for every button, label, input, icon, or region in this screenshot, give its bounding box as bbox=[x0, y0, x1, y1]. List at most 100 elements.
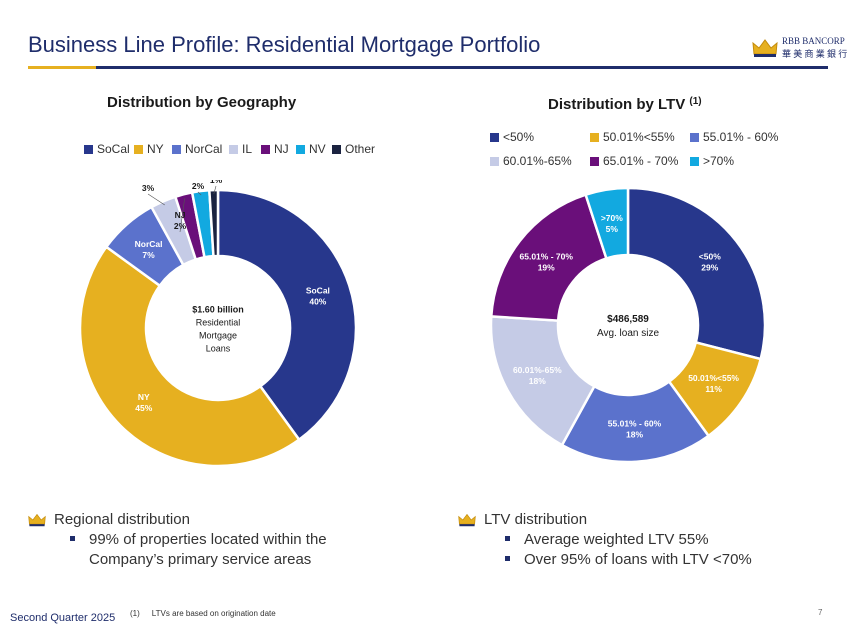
logo-name: RBB BANCORP bbox=[782, 36, 845, 46]
legend-swatch bbox=[296, 144, 305, 154]
geo-leader-line bbox=[213, 185, 217, 195]
geo-legend-item-other: Other bbox=[332, 142, 375, 156]
legend-label: 50.01%<55% bbox=[603, 130, 675, 144]
ltv-slice-70 bbox=[584, 186, 630, 261]
ltv-data-label-50-01-55: 50.01%<55% 11% bbox=[688, 373, 739, 394]
crown-bullet-icon bbox=[458, 513, 476, 526]
ltv-data-label-60-01-65: 60.01%-65% 18% bbox=[513, 365, 562, 386]
ltv-chart-title-footnote: (1) bbox=[689, 96, 702, 107]
geo-center-label: $1.60 billion Residential Mortgage Loans bbox=[192, 305, 244, 354]
ltv-distribution-label: LTV distribution bbox=[484, 511, 588, 528]
geo-data-label-il: IL3% bbox=[142, 180, 155, 193]
regional-distribution-heading: Regional distribution bbox=[28, 511, 190, 528]
legend-label: NY bbox=[147, 142, 164, 156]
ltv-bullet-2: Over 95% of loans with LTV <70% bbox=[505, 551, 752, 568]
geo-data-label-ny: NY 45% bbox=[135, 392, 152, 413]
page-number: 7 bbox=[818, 608, 823, 617]
legend-label: IL bbox=[242, 142, 253, 156]
footnote: (1) LTVs are based on origination date bbox=[130, 609, 288, 618]
geo-legend-item-ny: NY bbox=[134, 142, 164, 156]
ltv-chart-title: Distribution by LTV (1) bbox=[548, 96, 702, 113]
ltv-legend-item-55-01-60: 55.01% - 60% bbox=[690, 130, 778, 144]
square-bullet-icon bbox=[505, 535, 510, 541]
square-bullet-icon bbox=[505, 555, 510, 561]
legend-label: 55.01% - 60% bbox=[703, 130, 779, 144]
ltv-legend-item-65-01-70: 65.01% - 70% bbox=[590, 154, 678, 168]
ltv-distribution-heading: LTV distribution bbox=[458, 511, 587, 528]
ltv-legend-item-60-01-65: 60.01%-65% bbox=[490, 154, 572, 168]
ltv-bullet-1-text: Average weighted LTV 55% bbox=[524, 531, 709, 548]
page-title: Business Line Profile: Residential Mortg… bbox=[28, 32, 541, 57]
geo-legend-item-socal: SoCal bbox=[84, 142, 130, 156]
ltv-center-label: $486,589 Avg. loan size bbox=[597, 314, 660, 339]
title-rule bbox=[96, 66, 828, 69]
legend-label: 60.01%-65% bbox=[503, 154, 572, 168]
geo-slice-socal bbox=[216, 188, 358, 442]
ltv-slice-50 bbox=[626, 186, 767, 361]
square-bullet-icon bbox=[70, 535, 75, 541]
legend-label: 65.01% - 70% bbox=[603, 154, 679, 168]
legend-label: SoCal bbox=[97, 142, 130, 156]
legend-swatch bbox=[84, 144, 93, 154]
regional-distribution-label: Regional distribution bbox=[54, 511, 190, 528]
footnote-text: LTVs are based on origination date bbox=[151, 609, 276, 618]
legend-swatch bbox=[490, 156, 499, 166]
crown-bullet-icon bbox=[28, 513, 46, 526]
geo-legend-item-nv: NV bbox=[296, 142, 326, 156]
geo-data-label-nj: NJ 2% bbox=[174, 210, 187, 231]
ltv-legend-item-50-01-55: 50.01%<55% bbox=[590, 130, 675, 144]
footer-period: Second Quarter 2025 bbox=[10, 612, 116, 624]
ltv-donut-chart: <50% 29% 50.01%<55% 11% 55.01% - 60% 18% 60.01… bbox=[489, 186, 767, 464]
logo-subtitle: 華 美 商 業 銀 行 bbox=[782, 49, 848, 59]
regional-bullet-1: 99% of properties located within the bbox=[70, 531, 327, 548]
geography-chart-title: Distribution by Geography bbox=[107, 94, 297, 111]
geo-data-label-socal: SoCal 40% bbox=[306, 286, 330, 307]
geo-data-label-nv: NV2% bbox=[192, 180, 205, 191]
ltv-data-label-55-01-60: 55.01% - 60% 18% bbox=[608, 418, 662, 439]
legend-swatch bbox=[590, 156, 599, 166]
geo-data-label-norcal: NorCal 7% bbox=[135, 239, 163, 260]
legend-swatch bbox=[134, 144, 143, 154]
legend-swatch bbox=[690, 132, 699, 142]
legend-swatch bbox=[490, 132, 499, 142]
crown-logo-icon bbox=[752, 39, 778, 57]
geo-legend-item-nj: NJ bbox=[261, 142, 289, 156]
geography-legend: SoCal NY NorCal IL NJ NV Other bbox=[84, 142, 414, 158]
legend-label: NJ bbox=[274, 142, 289, 156]
ltv-chart-title-text: Distribution by LTV bbox=[548, 96, 686, 113]
ltv-data-label-50: <50% 29% bbox=[699, 252, 721, 273]
title-rule-accent bbox=[28, 66, 96, 69]
legend-swatch bbox=[172, 144, 181, 154]
geo-leader-line bbox=[147, 193, 165, 206]
ltv-legend-item-70: >70% bbox=[690, 154, 734, 168]
legend-swatch bbox=[590, 132, 599, 142]
geo-legend-item-norcal: NorCal bbox=[172, 142, 222, 156]
ltv-legend-item-50: <50% bbox=[490, 130, 534, 144]
geo-data-label-other: Other1% bbox=[205, 180, 228, 185]
legend-label: Other bbox=[345, 142, 376, 156]
ltv-bullet-1: Average weighted LTV 55% bbox=[505, 531, 709, 548]
legend-label: NV bbox=[309, 142, 326, 156]
legend-label: NorCal bbox=[185, 142, 223, 156]
geo-leader-line bbox=[179, 198, 185, 233]
legend-label: >70% bbox=[703, 154, 735, 168]
ltv-data-label-65-01-70: 65.01% - 70% 19% bbox=[520, 252, 574, 273]
ltv-slice-65-01-70 bbox=[489, 193, 608, 322]
ltv-legend: <50% 50.01%<55% 55.01% - 60% 60.01%-65% 65.0… bbox=[490, 130, 810, 170]
ltv-bullet-2-text: Over 95% of loans with LTV <70% bbox=[524, 551, 752, 568]
regional-bullet-1-text: 99% of properties located within the bbox=[89, 531, 327, 548]
legend-swatch bbox=[229, 144, 238, 154]
regional-bullet-1-continued: Company’s primary service areas bbox=[89, 551, 312, 568]
footnote-number: (1) bbox=[130, 609, 140, 618]
geo-slice-ny bbox=[78, 245, 301, 468]
ltv-data-label-70: >70% 5% bbox=[601, 213, 623, 234]
geo-leader-line bbox=[197, 191, 202, 196]
legend-label: <50% bbox=[503, 130, 535, 144]
geo-legend-item-il: IL bbox=[229, 142, 252, 156]
company-logo: RBB BANCORP 華 美 商 業 銀 行 bbox=[752, 36, 847, 60]
legend-swatch bbox=[332, 144, 341, 154]
geo-slice-other bbox=[208, 188, 220, 258]
legend-swatch bbox=[690, 156, 699, 166]
legend-swatch bbox=[261, 144, 270, 154]
